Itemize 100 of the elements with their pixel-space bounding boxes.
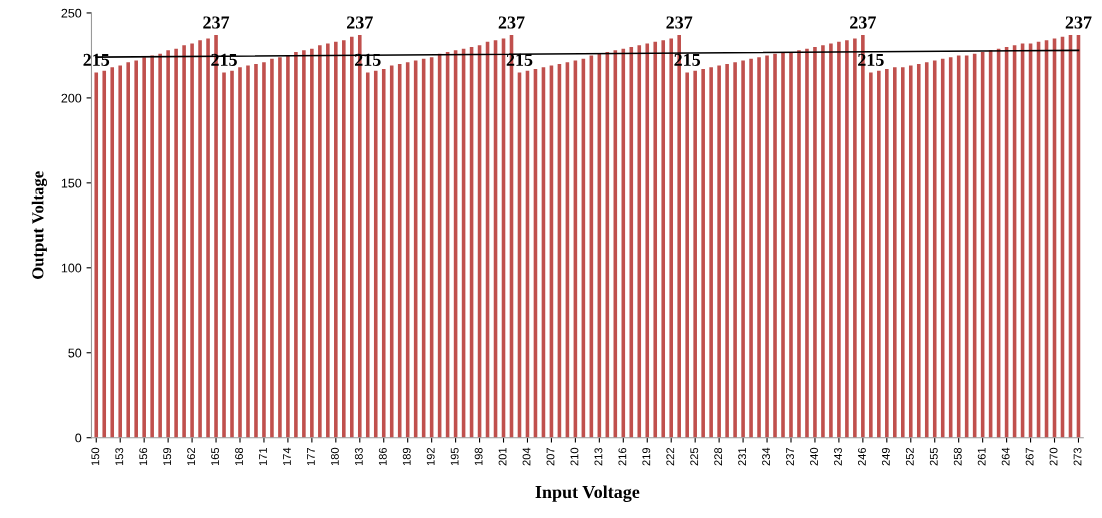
annotation: 237 [498, 16, 525, 29]
bar [342, 40, 346, 438]
x-tick-label: 252 [905, 447, 914, 466]
bar [166, 50, 170, 438]
x-tick-label: 216 [618, 447, 627, 466]
x-tick-label: 183 [354, 447, 363, 466]
bar [198, 40, 202, 438]
annotation: 237 [1065, 16, 1092, 29]
bar [765, 55, 769, 438]
y-axis-title: Output Voltage [31, 171, 47, 279]
bar [645, 43, 650, 438]
bar [182, 45, 186, 438]
bar [749, 58, 753, 438]
x-tick-label: 213 [594, 447, 603, 466]
x-tick-label: 150 [91, 447, 100, 466]
bar [206, 38, 210, 438]
y-tick-label: 250 [61, 8, 82, 18]
x-tick-label: 162 [187, 447, 196, 466]
x-tick-label: 198 [474, 447, 483, 466]
bar [837, 41, 841, 438]
x-tick-label: 270 [1049, 447, 1058, 466]
x-tick-label: 207 [546, 447, 555, 466]
bar [278, 57, 282, 438]
bar [885, 69, 889, 438]
bar [118, 65, 123, 438]
x-tick-label: 237 [786, 447, 794, 466]
x-tick-label: 195 [450, 447, 459, 466]
bar [270, 58, 274, 438]
bar [286, 55, 290, 438]
y-tick-label: 200 [61, 93, 82, 103]
bar [805, 48, 809, 438]
bar [869, 72, 873, 438]
bar [773, 53, 777, 438]
bar [158, 53, 162, 438]
x-tick-label: 264 [1001, 447, 1010, 466]
bar [908, 65, 913, 438]
bar [701, 69, 705, 438]
bar [102, 70, 107, 438]
bar [294, 52, 298, 438]
annotation: 237 [203, 16, 230, 29]
bar [893, 67, 897, 438]
x-tick-label: 273 [1073, 447, 1082, 466]
bar [246, 65, 250, 438]
bar [781, 52, 785, 438]
bar [685, 72, 689, 438]
annotation: 237 [666, 16, 693, 29]
x-tick-label: 261 [977, 447, 986, 466]
x-tick-label: 159 [163, 447, 172, 466]
annotation: 215 [83, 53, 110, 66]
bar [940, 58, 945, 438]
bar [310, 48, 314, 438]
bar [238, 67, 242, 438]
bar [318, 45, 322, 438]
bar [717, 65, 721, 438]
bar [150, 55, 154, 438]
bar [669, 38, 674, 438]
x-tick-label: 174 [283, 447, 291, 466]
y-tick-label: 0 [75, 433, 82, 443]
x-tick-label: 240 [810, 447, 818, 466]
bar [126, 62, 130, 438]
x-tick-label: 189 [402, 447, 411, 466]
x-tick-label: 249 [881, 447, 890, 466]
y-tick-label: 50 [68, 348, 82, 358]
bar [174, 48, 178, 438]
bar [661, 40, 666, 438]
bar [629, 46, 634, 438]
x-tick-label: 234 [762, 447, 771, 466]
x-tick-label: 231 [738, 447, 747, 466]
bar [142, 57, 146, 438]
x-tick-label: 258 [953, 447, 962, 466]
bar [725, 63, 729, 438]
bar [653, 41, 658, 438]
bar [853, 38, 857, 438]
bar [222, 72, 226, 438]
bar [813, 46, 817, 438]
bar [709, 67, 713, 438]
x-tick-label: 186 [378, 447, 387, 466]
x-tick-label: 156 [139, 447, 148, 466]
x-tick-label: 267 [1025, 447, 1034, 466]
x-tick-label: 243 [834, 447, 842, 466]
bar [693, 70, 697, 438]
bar [230, 70, 234, 438]
bar [190, 43, 194, 438]
bar [373, 70, 378, 438]
annotation: 237 [347, 16, 373, 29]
x-tick-label: 168 [235, 447, 243, 466]
bar [350, 36, 354, 438]
bar [797, 50, 801, 438]
x-tick-label: 225 [690, 447, 699, 466]
bar [757, 57, 761, 438]
bar [94, 72, 99, 438]
x-tick-label: 246 [857, 447, 866, 466]
bar [365, 72, 370, 438]
bar [110, 67, 115, 438]
bar [901, 67, 905, 438]
bar [948, 57, 953, 438]
x-tick-label: 210 [570, 447, 579, 466]
x-tick-label: 201 [498, 447, 507, 466]
annotation: 237 [850, 16, 876, 29]
x-tick-label: 204 [522, 447, 531, 466]
